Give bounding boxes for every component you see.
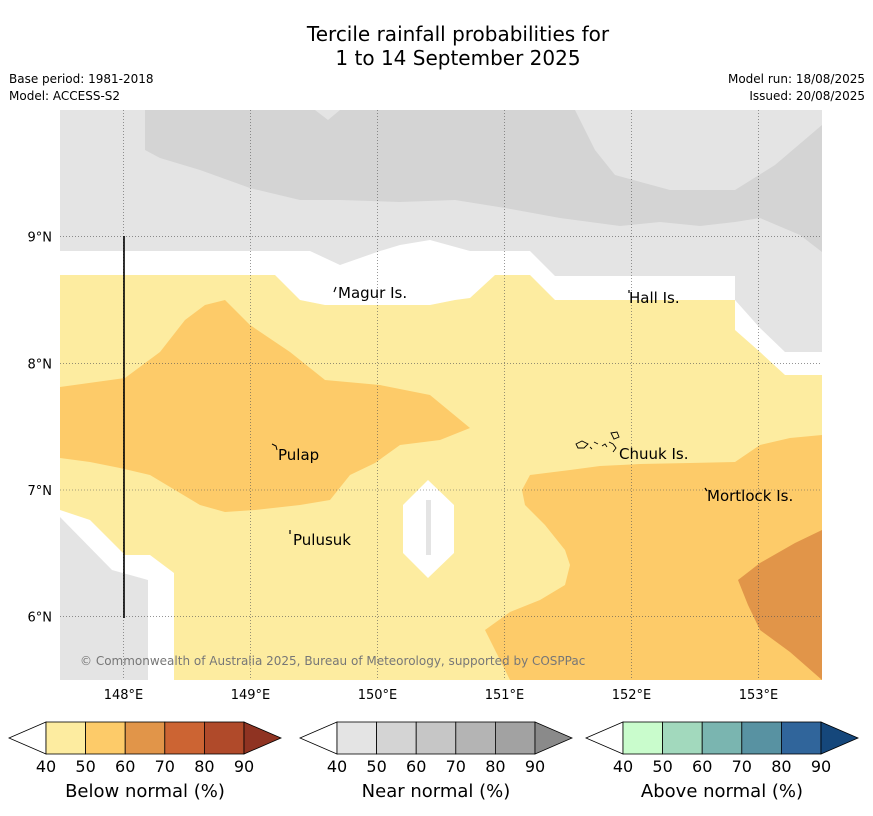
latitude-tick-label: 7°N	[28, 484, 53, 499]
colorbar-segment	[164, 721, 205, 755]
colorbar-segment	[203, 721, 245, 755]
copyright-notice: © Commonwealth of Australia 2025, Bureau…	[80, 654, 585, 668]
metadata-right: Model run: 18/08/2025 Issued: 20/08/2025	[728, 71, 865, 105]
model-name: Model: ACCESS-S2	[9, 89, 121, 103]
near-normal-50-60-north	[145, 110, 822, 252]
below-normal-60-70-southeast	[738, 530, 822, 680]
colorbar-segment	[45, 721, 86, 755]
colorbar-near-normal	[298, 720, 574, 760]
near-normal-notch	[315, 110, 340, 120]
colorbar-tick-label: 90	[233, 757, 255, 776]
colorbar-min-extension	[298, 721, 338, 755]
near-normal-40-50-southwest	[60, 517, 148, 680]
colorbar-segment	[455, 721, 496, 755]
base-period: Base period: 1981-2018	[9, 72, 154, 86]
near-normal-sliver	[426, 500, 431, 555]
longitude-tick-label: 149°E	[231, 688, 271, 703]
colorbar-tick-label: 90	[524, 757, 546, 776]
longitude-tick-label: 150°E	[358, 688, 398, 703]
graticule	[60, 110, 822, 680]
colorbar-tick-label: 70	[154, 757, 175, 776]
latitude-labels: 9°N 8°N 7°N 6°N	[28, 231, 53, 626]
colorbar-tick-label: 60	[692, 757, 713, 776]
colorbar-tick-label: 40	[326, 757, 348, 776]
colorbar-tick-label: 40	[35, 757, 57, 776]
island-magur	[333, 286, 337, 293]
colorbar-max-extension	[534, 721, 574, 755]
colorbar-near-normal-label: Near normal (%)	[361, 781, 511, 802]
model-run: Model run: 18/08/2025	[727, 72, 865, 86]
map-fill-layer	[60, 110, 822, 680]
colorbar-tick-label: 90	[810, 757, 832, 776]
colorbar-tick-label: 50	[366, 757, 387, 776]
colorbar-tick-label: 60	[115, 757, 136, 776]
place-labels: Magur Is. Hall Is. Pulap Chuuk Is. Mortl…	[278, 284, 793, 549]
colorbar-max-extension	[820, 721, 860, 755]
colorbar-near-normal-scale	[298, 721, 574, 755]
latitude-tick-label: 6°N	[28, 611, 53, 626]
colorbar-segment	[701, 721, 743, 755]
colorbar-segment	[85, 721, 126, 755]
colorbar-segment	[336, 721, 377, 755]
label-magur: Magur Is.	[338, 284, 407, 302]
longitude-tick-label: 152°E	[612, 688, 652, 703]
latitude-tick-label: 8°N	[28, 357, 53, 372]
below-normal-50-60-west	[60, 300, 470, 512]
colorbar-below-normal	[7, 720, 283, 760]
label-hall: Hall Is.	[629, 289, 680, 307]
colorbar-tick-label: 80	[485, 757, 506, 776]
issued-date: Issued: 20/08/2025	[749, 89, 865, 103]
colorbar-min-extension	[584, 721, 624, 755]
colorbar-min-extension	[7, 721, 47, 755]
colorbar-tick-label: 50	[652, 757, 673, 776]
longitude-labels: 148°E 149°E 150°E 151°E 152°E 153°E	[104, 688, 779, 703]
colorbar-segment	[622, 721, 663, 755]
label-pulap: Pulap	[278, 446, 319, 464]
island-chuuk-lagoon	[575, 431, 620, 453]
longitude-tick-label: 151°E	[485, 688, 525, 703]
colorbar-segment	[124, 721, 166, 755]
colorbar-below-normal-scale	[7, 721, 283, 755]
label-mortlock: Mortlock Is.	[707, 487, 793, 505]
colorbar-segment	[415, 721, 457, 755]
colorbar-tick-label: 50	[75, 757, 96, 776]
island-outlines	[271, 286, 708, 534]
chart-title: Tercile rainfall probabilities for 1 to …	[0, 22, 873, 70]
colorbar-tick-label: 70	[731, 757, 752, 776]
colorbar-tick-label: 40	[612, 757, 634, 776]
title-line-2: 1 to 14 September 2025	[335, 46, 581, 70]
colorbar-max-extension	[243, 721, 283, 755]
colorbar-tick-label: 80	[194, 757, 215, 776]
label-chuuk: Chuuk Is.	[619, 445, 688, 463]
island-mortlock	[704, 487, 708, 492]
colorbar-below-normal-label: Below normal (%)	[65, 781, 225, 802]
below-normal-50-60-east	[485, 435, 822, 680]
island-pulap	[271, 443, 278, 451]
colorbar-segment	[494, 721, 536, 755]
colorbar-tick-label: 60	[406, 757, 427, 776]
colorbar-segment	[741, 721, 782, 755]
colorbar-above-normal	[584, 720, 860, 760]
colorbar-above-normal-label: Above normal (%)	[640, 781, 804, 802]
metadata-left: Base period: 1981-2018 Model: ACCESS-S2	[9, 71, 154, 105]
colorbar-tick-label: 80	[771, 757, 792, 776]
label-pulusuk: Pulusuk	[293, 531, 351, 549]
colorbar-segment	[662, 721, 703, 755]
longitude-tick-label: 153°E	[739, 688, 779, 703]
colorbar-segment	[376, 721, 417, 755]
colorbar-segment	[780, 721, 822, 755]
colorbar-tick-label: 70	[445, 757, 466, 776]
title-line-1: Tercile rainfall probabilities for	[306, 22, 610, 46]
longitude-tick-label: 148°E	[104, 688, 144, 703]
latitude-tick-label: 9°N	[28, 231, 53, 246]
colorbar-above-normal-scale	[584, 721, 860, 755]
